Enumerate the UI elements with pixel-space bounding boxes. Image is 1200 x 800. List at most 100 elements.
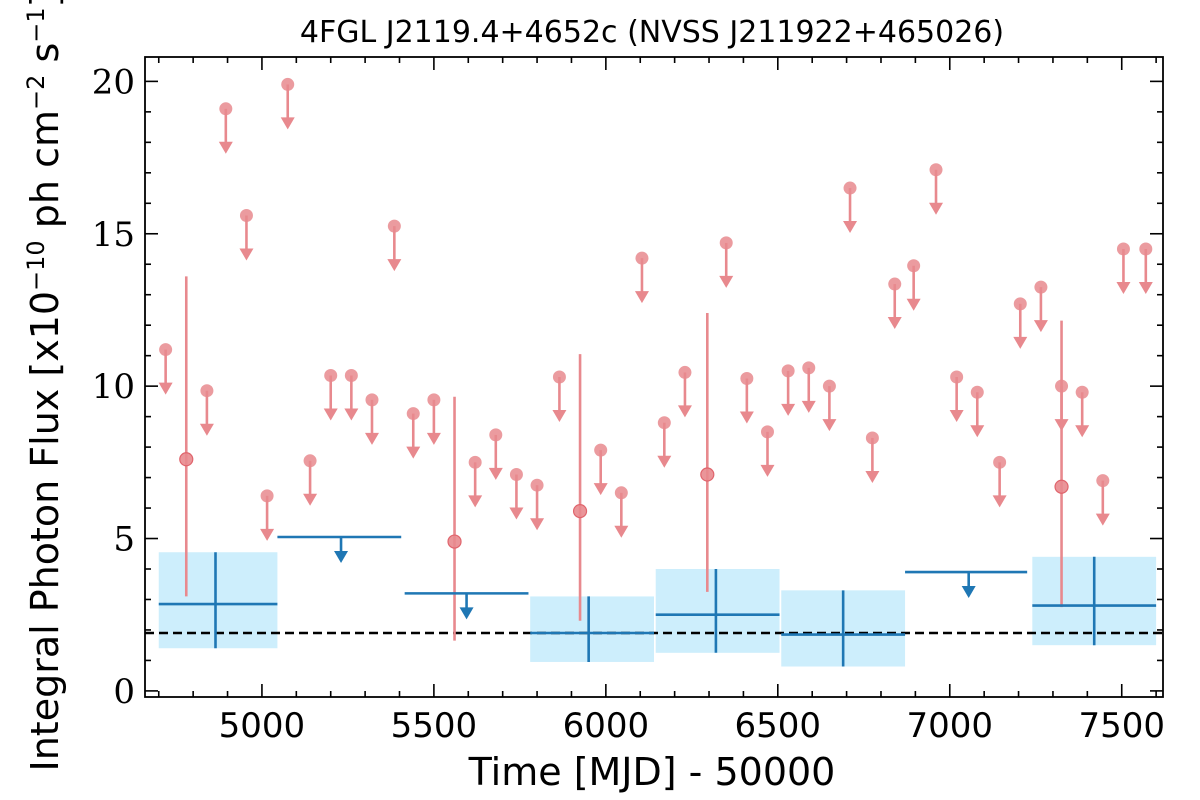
- short-bin-ul-point: [468, 455, 482, 469]
- short-bin-ul-point: [365, 393, 379, 407]
- short-bin-ul-point: [929, 163, 943, 177]
- short-bin-ul-arrow: [218, 141, 233, 154]
- x-tick-label: 7500: [1078, 706, 1165, 746]
- short-bin-ul-point: [552, 370, 566, 384]
- long-bin-error-box: [655, 569, 780, 653]
- short-bin-ul-point: [509, 468, 523, 482]
- y-tick-label: 20: [92, 62, 135, 102]
- y-axis-label-prefix: Integral Photon Flux [x10: [23, 291, 67, 772]
- short-bin-ul-arrow: [509, 507, 524, 520]
- short-bin-ul-arrow: [199, 423, 214, 436]
- short-bin-ul-arrow: [739, 411, 754, 424]
- short-bin-ul-point: [219, 102, 233, 116]
- short-bin-ul-arrow: [970, 425, 985, 438]
- short-bin-ul-point: [781, 364, 795, 378]
- short-bin-ul-point: [344, 368, 358, 382]
- y-axis-label-suffix: ]: [23, 0, 67, 7]
- short-bin-ul-point: [594, 443, 608, 457]
- short-bin-ul-point: [1013, 297, 1027, 311]
- short-bin-ul-arrow: [426, 432, 441, 445]
- y-axis-label-exp2: −2: [22, 75, 50, 110]
- short-bin-ul-arrow: [552, 410, 567, 422]
- y-tick-label: 10: [92, 367, 135, 407]
- short-bin-ul-point: [865, 431, 879, 445]
- short-bin-ul-point: [159, 343, 173, 357]
- y-tick-label: 15: [92, 215, 135, 255]
- short-bin-detection-point: [447, 534, 462, 549]
- y-axis-label-mid2: s: [23, 43, 67, 75]
- x-tick-label: 6500: [735, 706, 822, 746]
- short-bin-ul-point: [993, 455, 1007, 469]
- short-bin-ul-point: [888, 277, 902, 291]
- x-tick-label: 5000: [219, 706, 306, 746]
- short-bin-ul-point: [950, 370, 964, 384]
- y-axis-label-mid: ph cm: [23, 110, 67, 240]
- short-bin-ul-arrow: [593, 483, 608, 496]
- short-bin-ul-arrow: [158, 382, 173, 395]
- short-bin-detection-point: [700, 467, 715, 482]
- short-bin-ul-point: [324, 368, 338, 382]
- short-bin-ul-point: [260, 489, 274, 503]
- short-bin-ul-arrow: [1116, 282, 1131, 294]
- short-bin-ul-arrow: [280, 117, 295, 130]
- short-bin-ul-point: [406, 407, 420, 421]
- short-bin-ul-point: [427, 393, 441, 407]
- short-bin-ul-arrow: [1138, 282, 1153, 294]
- short-bin-ul-point: [1139, 242, 1153, 256]
- short-bin-ul-point: [719, 236, 733, 250]
- x-tick-label: 6000: [563, 706, 650, 746]
- short-bin-ul-arrow: [1075, 425, 1090, 438]
- short-bin-ul-point: [907, 259, 921, 273]
- short-bin-ul-arrow: [760, 464, 775, 477]
- y-axis: 0 5 10 15 20: [92, 62, 1163, 712]
- short-bin-ul-arrow: [323, 408, 338, 421]
- short-bin-detection-point: [179, 452, 194, 467]
- short-bin-ul-arrow: [887, 317, 902, 330]
- short-bin-ul-point: [740, 372, 754, 386]
- short-bin-ul-point: [802, 361, 816, 375]
- short-bin-ul-point: [635, 251, 649, 265]
- short-bin-ul-arrow: [801, 400, 816, 413]
- long-bin-error-box: [530, 596, 654, 662]
- short-bin-ul-point: [678, 365, 692, 379]
- short-bin-ul-arrow: [614, 525, 629, 538]
- short-bin-ul-arrow: [781, 403, 796, 416]
- short-bin-ul-arrow: [929, 202, 944, 215]
- short-bin-ul-arrow: [719, 275, 734, 288]
- x-tick-label: 5500: [391, 706, 478, 746]
- y-tick-label: 5: [113, 520, 135, 560]
- short-bin-ul-point: [1034, 280, 1048, 294]
- short-bin-ul-arrow: [906, 298, 921, 311]
- short-bin-ul-arrow: [634, 291, 649, 304]
- short-bin-ul-arrow: [387, 259, 402, 272]
- short-bin-ul-point: [760, 425, 774, 439]
- short-bin-ul-arrow: [344, 408, 359, 421]
- short-bin-ul-arrow: [468, 495, 483, 508]
- short-bin-detection-point: [1054, 479, 1069, 494]
- short-bin-ul-arrow: [364, 432, 379, 445]
- short-bin-ul-point: [530, 478, 544, 492]
- short-bin-ul-point: [239, 208, 253, 222]
- short-bin-ul-arrow: [843, 221, 858, 234]
- x-tick-label: 7000: [907, 706, 994, 746]
- x-axis-label: Time [MJD] - 50000: [468, 750, 836, 794]
- short-bin-ul-point: [281, 77, 295, 91]
- y-axis-label-exp3: −1: [22, 7, 50, 42]
- short-bin-ul-point: [822, 379, 836, 393]
- short-bin-ul-arrow: [1095, 513, 1110, 526]
- short-bin-ul-arrow: [949, 410, 964, 422]
- short-bin-ul-point: [1116, 242, 1130, 256]
- short-bin-ul-arrow: [1033, 320, 1048, 333]
- short-bin-ul-point: [387, 219, 401, 233]
- short-bin-ul-point: [657, 416, 671, 430]
- short-bin-ul-point: [843, 181, 857, 195]
- short-bin-ul-point: [1096, 474, 1110, 488]
- short-bin-ul-arrow: [992, 495, 1007, 508]
- plot-frame: [144, 56, 1164, 698]
- short-bin-ul-point: [489, 428, 503, 442]
- short-bin-ul-arrow: [488, 467, 503, 480]
- short-bin-ul-point: [200, 384, 214, 398]
- short-bin-ul-point: [1075, 385, 1089, 399]
- short-bin-ul-point: [303, 454, 317, 468]
- long-bin-ul-arrow: [334, 551, 349, 563]
